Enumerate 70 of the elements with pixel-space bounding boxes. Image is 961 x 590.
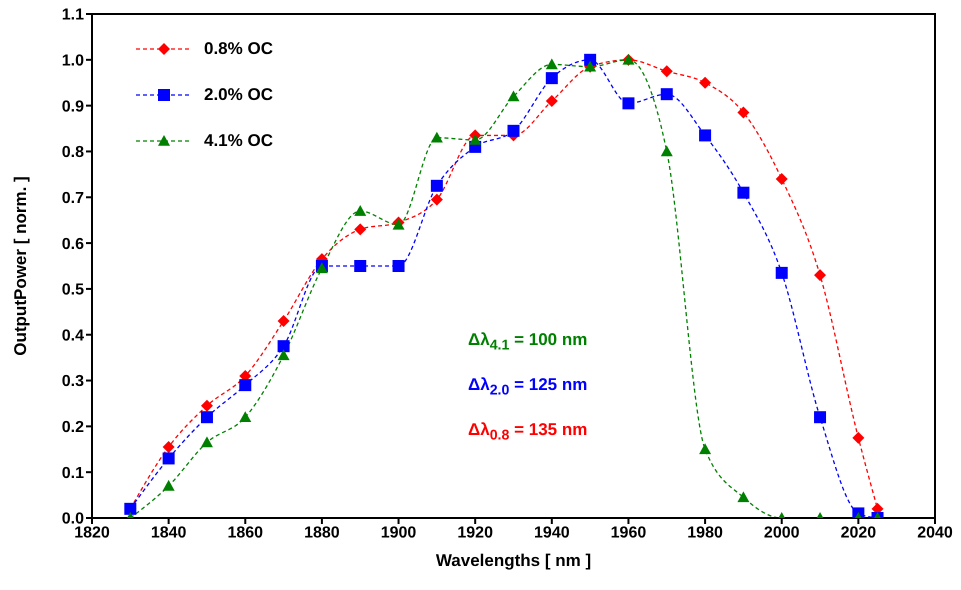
point — [239, 411, 252, 422]
point — [162, 452, 175, 464]
point — [508, 90, 520, 102]
y-axis-title: OutputPower [ norm. ] — [11, 176, 30, 356]
point — [162, 440, 175, 453]
point — [776, 266, 788, 279]
x-tick-label: 2000 — [764, 524, 800, 542]
point — [699, 76, 712, 89]
x-tick-label: 2020 — [840, 524, 876, 542]
y-tick-label: 1.1 — [62, 6, 84, 24]
point — [660, 88, 673, 100]
point — [852, 432, 864, 444]
point — [699, 443, 712, 454]
legend-label: 4.1% OC — [204, 131, 273, 151]
point — [469, 134, 482, 145]
point — [392, 260, 405, 272]
point — [546, 58, 558, 70]
x-tick-label: 1980 — [687, 524, 723, 542]
y-tick-label: 0.9 — [62, 98, 84, 116]
point — [354, 223, 366, 236]
x-tick-label: 1860 — [227, 524, 264, 542]
x-tick-label: 1840 — [150, 524, 187, 542]
point — [660, 65, 673, 78]
y-tick-label: 0.8 — [62, 144, 84, 162]
y-tick-label: 0.2 — [62, 419, 84, 436]
y-tick-label: 1.0 — [62, 52, 84, 70]
x-tick-label: 1900 — [380, 524, 416, 542]
x-axis-title: Wavelengths [ nm ] — [436, 551, 592, 570]
y-tick-label: 0.4 — [62, 327, 84, 344]
annotation: Δλ$_{4.1}$ = 100 nm — [468, 330, 588, 356]
point — [200, 411, 213, 424]
point — [814, 269, 826, 282]
point — [200, 400, 213, 412]
point — [200, 436, 213, 448]
point — [737, 491, 750, 502]
point — [699, 129, 712, 142]
y-tick-label: 0.1 — [62, 464, 84, 482]
point — [737, 106, 750, 119]
point — [814, 411, 826, 424]
point — [546, 72, 558, 84]
point — [776, 172, 788, 185]
x-tick-label: 1940 — [534, 524, 570, 542]
point — [278, 314, 290, 327]
point — [737, 186, 750, 199]
point — [430, 132, 443, 143]
point — [162, 480, 175, 491]
legend-label: 2.0% OC — [204, 85, 273, 105]
y-tick-label: 0.3 — [62, 373, 84, 390]
point — [354, 260, 366, 272]
point — [278, 340, 290, 352]
legend-label: 0.8% OC — [204, 39, 273, 59]
point — [508, 124, 520, 137]
point — [239, 379, 252, 392]
y-tick-label: 0.7 — [62, 190, 84, 207]
point — [430, 180, 443, 192]
x-tick-label: 1960 — [610, 524, 646, 542]
point — [546, 95, 558, 108]
x-tick-label: 1920 — [457, 524, 494, 542]
point — [354, 205, 366, 216]
x-tick-label: 2040 — [917, 524, 953, 542]
y-tick-label: 0.5 — [62, 282, 84, 299]
point — [660, 145, 673, 156]
point — [622, 97, 634, 110]
annotation: Δλ$_{0.8}$ = 135 nm — [468, 420, 588, 446]
point — [392, 218, 405, 230]
point — [278, 349, 290, 360]
y-tick-label: 0.6 — [62, 236, 84, 253]
annotation: Δλ$_{2.0}$ = 125 nm — [468, 375, 588, 400]
point — [430, 194, 443, 206]
x-tick-label: 1880 — [304, 524, 340, 542]
